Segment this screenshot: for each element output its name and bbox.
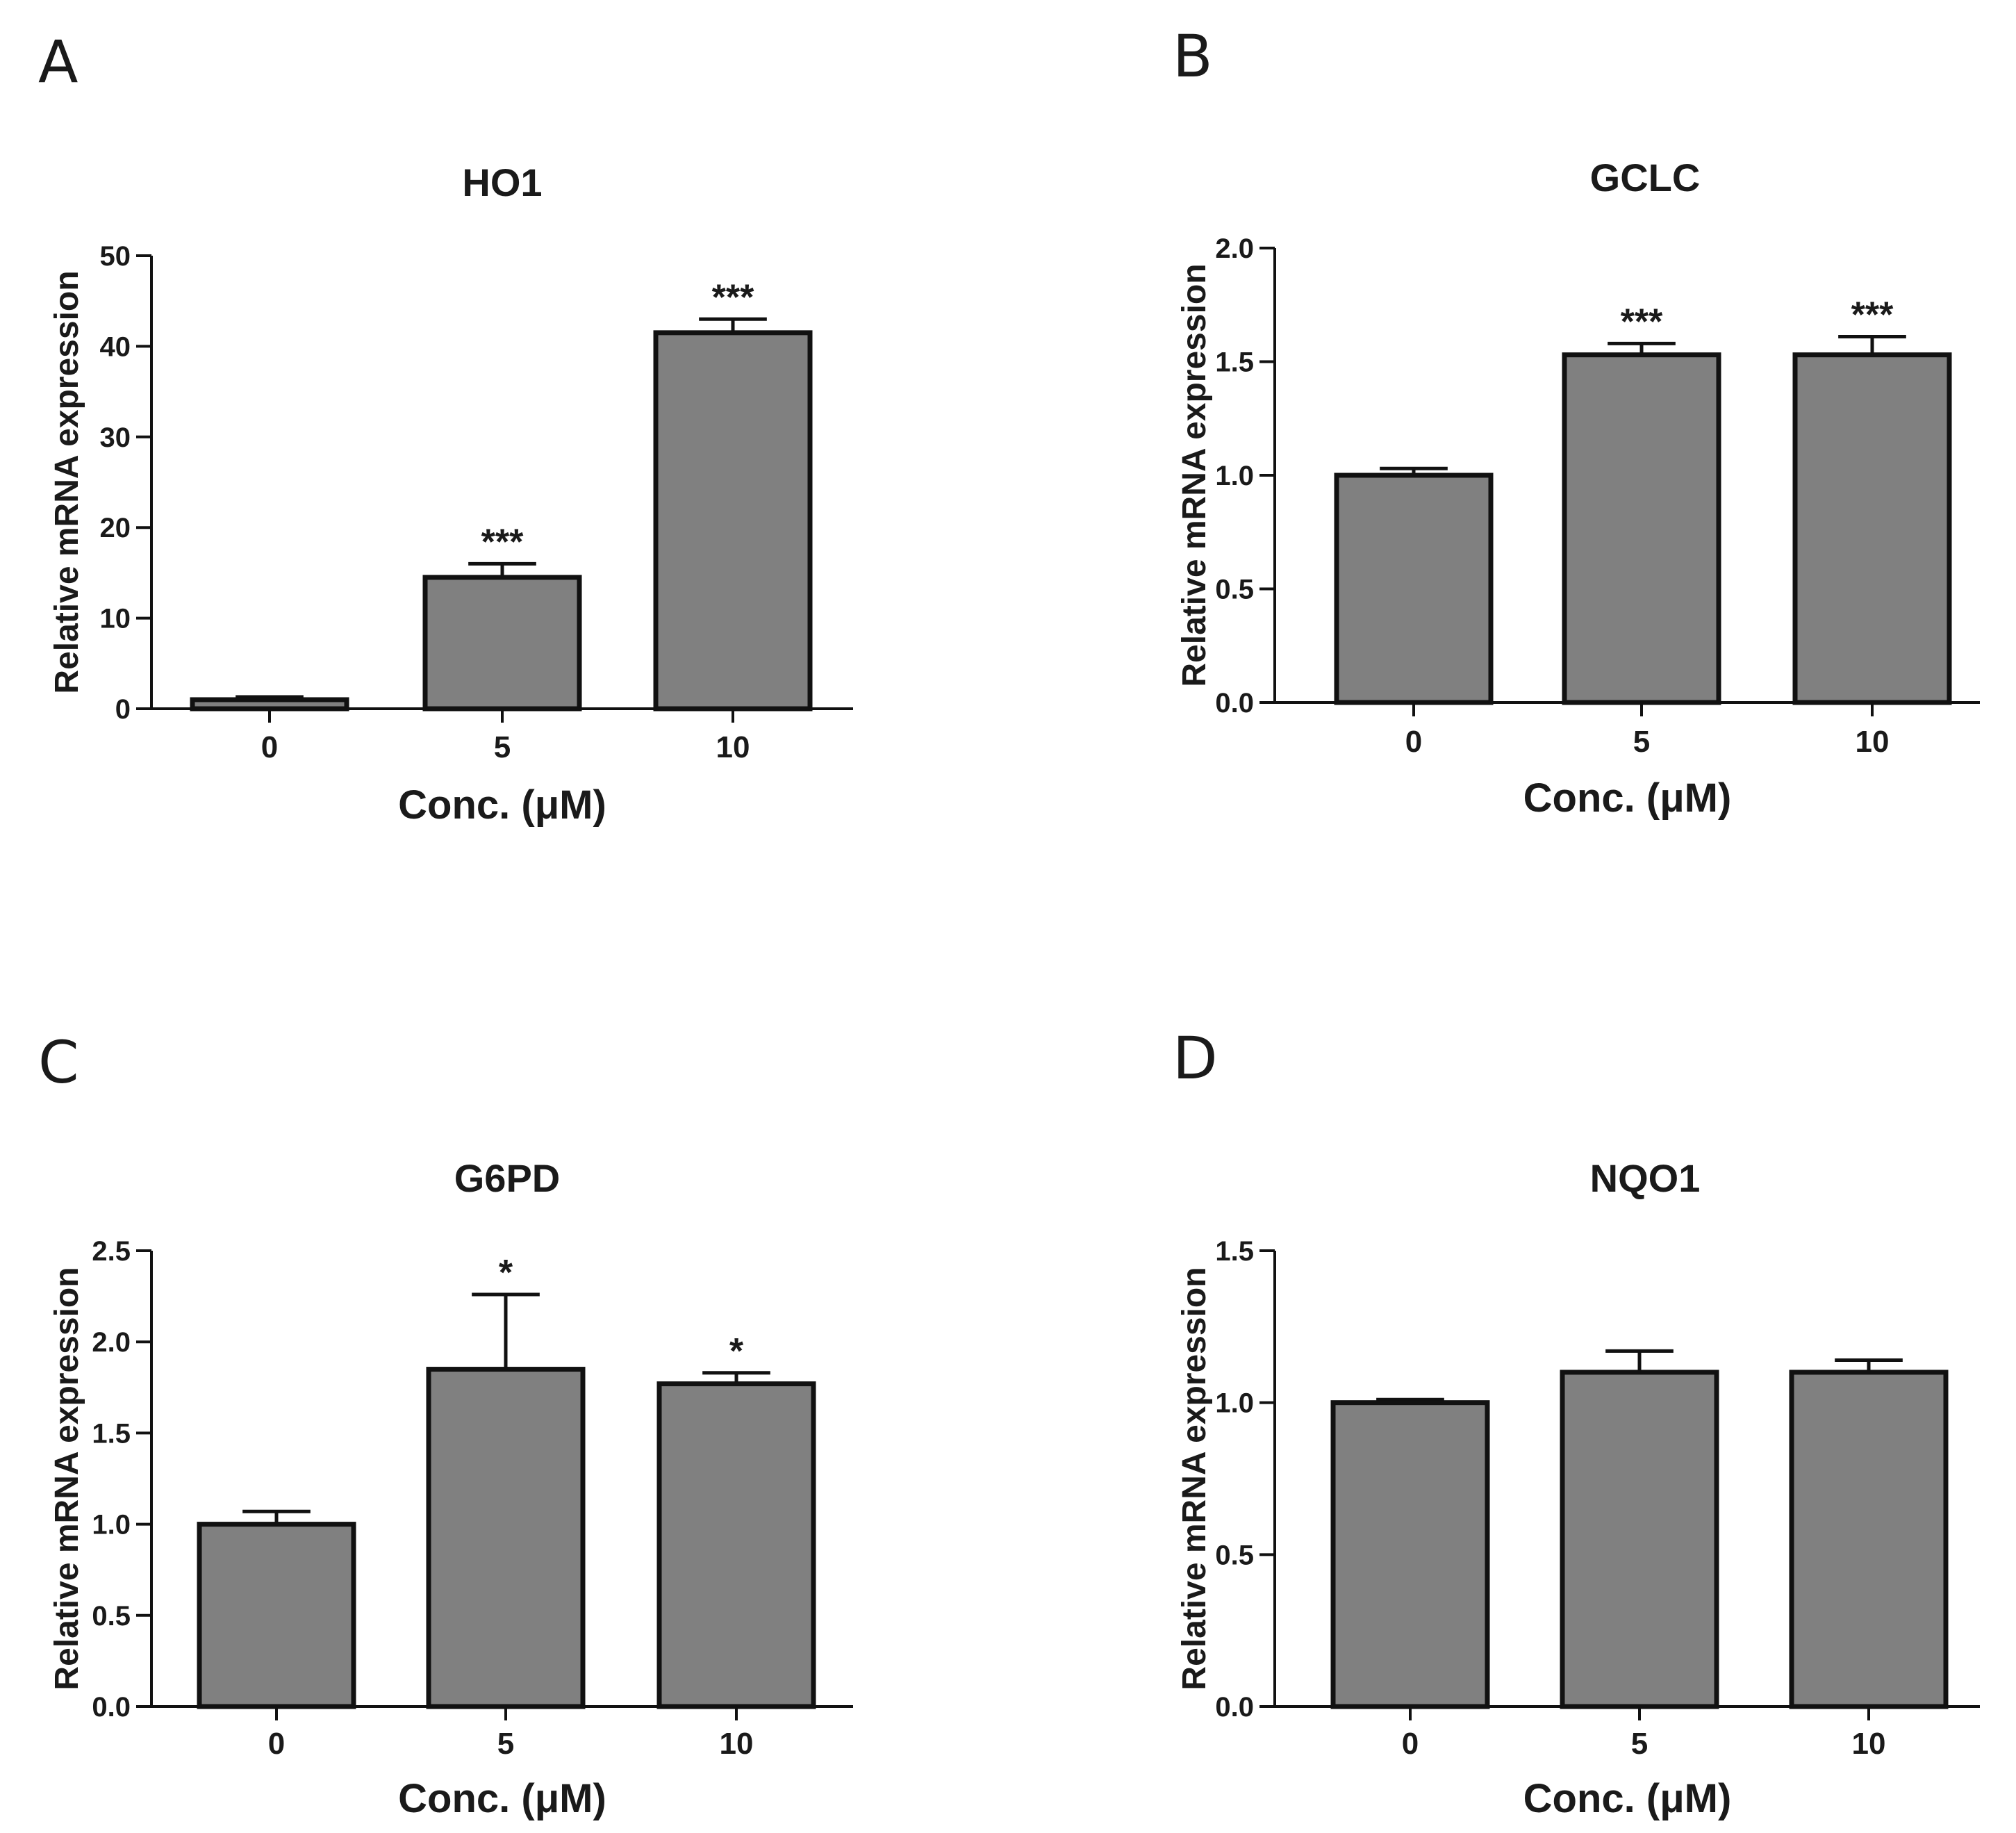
chart-panel-b: B GCLC 0.0 0.5 1.0 1.5 2.0 0 5 *** 10 *** Conc. (μM)… bbox=[1173, 22, 1980, 821]
bar bbox=[1330, 1400, 1490, 1709]
chart-title: G6PD bbox=[454, 1156, 561, 1200]
x-tick-label: 0 bbox=[1402, 1727, 1419, 1761]
y-tick-label: 1.5 bbox=[92, 1418, 131, 1449]
bar bbox=[653, 330, 813, 712]
x-axis-title: Conc. (μM) bbox=[398, 782, 606, 828]
y-tick-label: 0.0 bbox=[1215, 688, 1254, 718]
y-tick-label: 10 bbox=[100, 604, 131, 634]
significance-label: *** bbox=[1621, 302, 1663, 342]
x-tick-label: 5 bbox=[497, 1727, 514, 1761]
y-axis-title: Relative mRNA expression bbox=[49, 270, 85, 693]
x-tick-label: 5 bbox=[1633, 725, 1650, 759]
x-tick-label: 0 bbox=[261, 730, 278, 764]
chart-panel-a: A HO1 0 10 20 30 40 50 0 5 *** 10 *** Conc. (μM) Relat… bbox=[38, 28, 853, 828]
y-axis-title: Relative mRNA expression bbox=[1176, 1267, 1213, 1690]
bar bbox=[1789, 1370, 1949, 1709]
y-tick-label: 50 bbox=[100, 241, 131, 272]
y-axis-title: Relative mRNA expression bbox=[49, 1267, 85, 1690]
panel-letter: D bbox=[1173, 1024, 1218, 1092]
y-tick-label: 0 bbox=[115, 694, 131, 725]
y-tick-label: 40 bbox=[100, 331, 131, 362]
y-tick-label: 1.5 bbox=[1215, 347, 1254, 378]
bar bbox=[656, 1381, 816, 1709]
y-tick-label: 1.0 bbox=[92, 1510, 131, 1540]
bar bbox=[197, 1522, 356, 1709]
bar bbox=[1334, 472, 1494, 705]
x-tick-label: 10 bbox=[716, 730, 750, 764]
chart-title: HO1 bbox=[462, 161, 542, 204]
y-tick-label: 2.5 bbox=[92, 1236, 131, 1267]
significance-label: *** bbox=[712, 277, 754, 318]
y-tick-label: 0.0 bbox=[92, 1692, 131, 1723]
bar bbox=[1562, 352, 1721, 705]
x-tick-label: 10 bbox=[1852, 1727, 1886, 1761]
x-axis-title: Conc. (μM) bbox=[1523, 775, 1732, 821]
significance-label: *** bbox=[481, 522, 524, 562]
x-tick-label: 10 bbox=[1856, 725, 1890, 759]
panel-letter: A bbox=[38, 28, 78, 96]
chart-panel-d: D NQO1 0.0 0.5 1.0 1.5 0 5 10 Conc. (μM) Relative … bbox=[1173, 1024, 1980, 1821]
y-tick-label: 2.0 bbox=[92, 1327, 131, 1358]
significance-label: * bbox=[499, 1253, 513, 1293]
x-tick-label: 0 bbox=[268, 1727, 285, 1761]
y-tick-label: 0.5 bbox=[92, 1601, 131, 1631]
y-tick-label: 0.0 bbox=[1215, 1692, 1254, 1723]
panel-letter: C bbox=[38, 1028, 79, 1096]
x-tick-label: 5 bbox=[1631, 1727, 1648, 1761]
y-tick-label: 30 bbox=[100, 422, 131, 453]
x-tick-label: 10 bbox=[720, 1727, 754, 1761]
x-axis-title: Conc. (μM) bbox=[1523, 1776, 1732, 1821]
x-tick-label: 5 bbox=[494, 730, 511, 764]
bar bbox=[426, 1367, 586, 1709]
bar bbox=[422, 575, 582, 712]
panel-letter: B bbox=[1173, 22, 1213, 90]
y-tick-label: 20 bbox=[100, 513, 131, 543]
y-axis-title: Relative mRNA expression bbox=[1176, 263, 1213, 687]
bar bbox=[1792, 352, 1952, 705]
significance-label: * bbox=[729, 1331, 744, 1372]
y-tick-label: 1.0 bbox=[1215, 461, 1254, 491]
x-axis-title: Conc. (μM) bbox=[398, 1776, 606, 1821]
y-tick-label: 1.5 bbox=[1215, 1236, 1254, 1267]
y-tick-label: 1.0 bbox=[1215, 1388, 1254, 1419]
x-tick-label: 0 bbox=[1405, 725, 1422, 759]
chart-panel-c: C G6PD 0.0 0.5 1.0 1.5 2.0 2.5 0 5 * 10 * Conc. (μM) R… bbox=[38, 1028, 853, 1821]
chart-title: GCLC bbox=[1590, 156, 1701, 199]
chart-title: NQO1 bbox=[1590, 1156, 1701, 1200]
y-tick-label: 0.5 bbox=[1215, 1540, 1254, 1570]
bar bbox=[190, 697, 349, 712]
y-tick-label: 2.0 bbox=[1215, 233, 1254, 264]
y-tick-label: 0.5 bbox=[1215, 575, 1254, 605]
significance-label: *** bbox=[1851, 295, 1894, 336]
bar bbox=[1560, 1370, 1719, 1709]
